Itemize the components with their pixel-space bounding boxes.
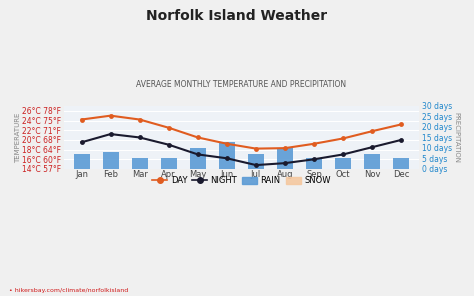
Y-axis label: TEMPERATURE: TEMPERATURE [15, 112, 21, 163]
Bar [393, 158, 410, 169]
Bar [102, 152, 118, 169]
Bar [190, 148, 206, 169]
Title: AVERAGE MONTHLY TEMPERATURE AND PRECIPITATION: AVERAGE MONTHLY TEMPERATURE AND PRECIPIT… [137, 80, 346, 89]
Bar [73, 154, 90, 169]
Bar [335, 158, 351, 169]
Bar [248, 154, 264, 169]
Bar [365, 154, 380, 169]
Bar [306, 158, 322, 169]
Bar [277, 148, 293, 169]
Bar [219, 142, 235, 169]
Text: • hikersbay.com/climate/norfolkisland: • hikersbay.com/climate/norfolkisland [9, 288, 129, 293]
Text: Norfolk Island Weather: Norfolk Island Weather [146, 9, 328, 23]
Bar [161, 158, 177, 169]
Legend: DAY, NIGHT, RAIN, SNOW: DAY, NIGHT, RAIN, SNOW [149, 173, 334, 189]
Bar [132, 158, 148, 169]
Y-axis label: PRECIPITATION: PRECIPITATION [453, 112, 459, 163]
